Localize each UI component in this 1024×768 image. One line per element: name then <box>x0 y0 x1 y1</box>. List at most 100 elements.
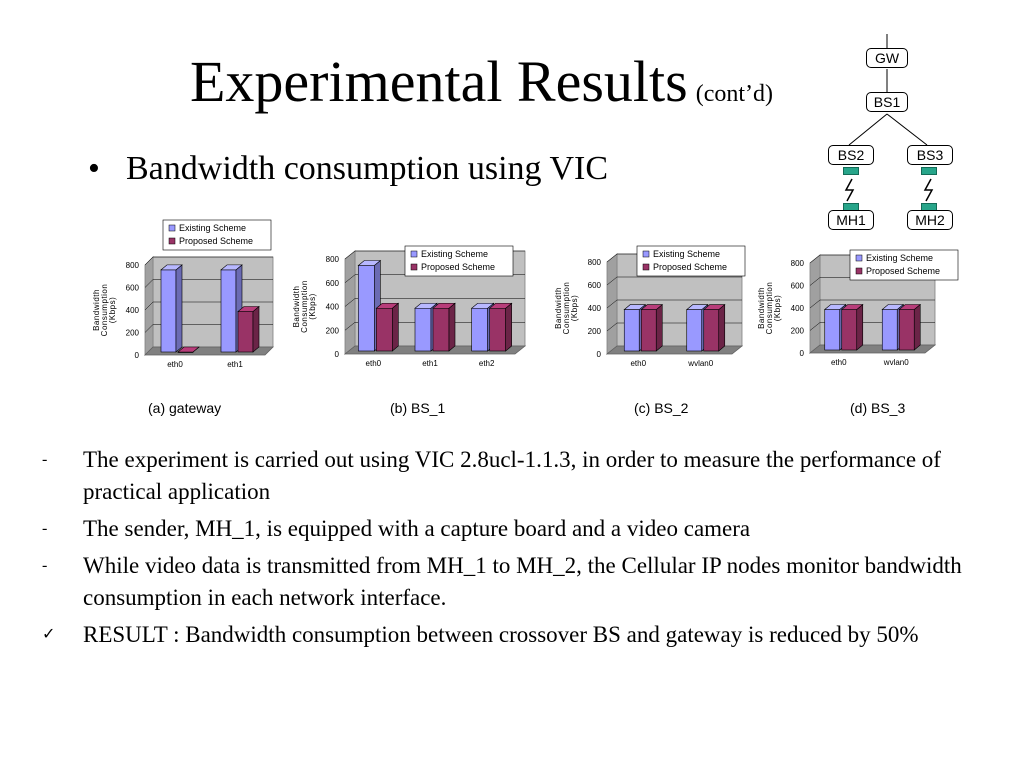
y-tick-label: 800 <box>126 261 140 270</box>
y-tick-label: 600 <box>126 284 140 293</box>
caption-gateway: (a) gateway <box>148 400 222 416</box>
y-tick-label: 0 <box>597 350 602 359</box>
y-tick-label: 400 <box>791 304 805 313</box>
node-mh1: MH1 <box>828 210 874 230</box>
list-item: - While video data is transmitted from M… <box>40 550 1000 614</box>
dash-icon: - <box>42 520 48 537</box>
bs3-antenna-icon <box>921 167 937 175</box>
charts-area: 800 600 400 200 0 BandwidthConsumption(Kbps) e… <box>0 210 1024 425</box>
bar-existing <box>220 264 243 353</box>
list-item-text: The sender, MH_1, is equipped with a cap… <box>83 516 751 541</box>
x-tick-label: eth0 <box>831 358 847 367</box>
legend-label: Proposed Scheme <box>421 262 495 272</box>
legend-swatch <box>855 254 863 262</box>
bar-existing <box>160 264 183 353</box>
bullet-dot-icon: • <box>88 150 100 187</box>
chart-gateway: 800 600 400 200 0 BandwidthConsumption(Kbps) e… <box>92 219 274 369</box>
list-item: ✓ RESULT : Bandwidth consumption between… <box>40 619 1000 651</box>
main-bullet-text: Bandwidth consumption using VIC <box>126 150 608 187</box>
legend-label: Proposed Scheme <box>653 262 727 272</box>
bar-proposed <box>640 303 664 352</box>
gridline <box>606 299 742 309</box>
y-tick-label: 0 <box>135 351 140 360</box>
legend-swatch <box>410 250 418 258</box>
legend-label: Existing Scheme <box>653 249 720 259</box>
chart-bs3: 800 600 400 200 0 BandwidthConsumption(Kbps) e… <box>757 249 959 367</box>
legend-swatch <box>168 237 176 245</box>
y-tick-label: 400 <box>588 304 602 313</box>
y-tick-label: 600 <box>326 279 340 288</box>
wireless-link-2-icon <box>923 178 934 202</box>
y-tick-label: 0 <box>335 350 340 359</box>
main-bullet: • Bandwidth consumption using VIC <box>88 150 608 188</box>
legend-swatch <box>410 263 418 271</box>
chart-legend: Existing Scheme Proposed Scheme <box>162 219 272 251</box>
gridline <box>809 299 935 309</box>
bar-proposed <box>702 303 726 352</box>
y-tick-label: 800 <box>791 259 805 268</box>
list-item: - The sender, MH_1, is equipped with a c… <box>40 513 1000 545</box>
title-suffix: (cont’d) <box>695 81 774 107</box>
bar-proposed <box>488 302 513 352</box>
legend-label: Existing Scheme <box>179 223 246 233</box>
y-axis-label: BandwidthConsumption(Kbps) <box>292 280 317 333</box>
bar-proposed <box>375 302 400 352</box>
y-tick-label: 800 <box>588 258 602 267</box>
node-gw: GW <box>866 48 908 68</box>
list-item: - The experiment is carried out using VI… <box>40 444 1000 508</box>
topology-diagram: GW BS1 BS2 BS3 MH1 MH2 <box>820 34 960 234</box>
y-axis-label: BandwidthConsumption(Kbps) <box>92 284 117 337</box>
x-tick-label: eth0 <box>366 359 382 368</box>
chart-legend: Existing Scheme Proposed Scheme <box>636 245 746 277</box>
x-tick-label: eth0 <box>167 360 183 369</box>
list-item-text: RESULT : Bandwidth consumption between c… <box>83 622 919 647</box>
y-tick-label: 200 <box>791 327 805 336</box>
y-axis-label: BandwidthConsumption(Kbps) <box>757 282 782 335</box>
bar-proposed <box>237 305 260 353</box>
bar-proposed <box>840 303 864 351</box>
x-tick-label: eth2 <box>479 359 495 368</box>
x-tick-label: eth0 <box>630 359 646 368</box>
y-axis-label: BandwidthConsumption(Kbps) <box>554 282 579 335</box>
chart-legend: Existing Scheme Proposed Scheme <box>404 245 514 277</box>
y-tick-label: 0 <box>800 349 805 358</box>
dash-icon: - <box>42 451 48 468</box>
y-tick-label: 600 <box>791 282 805 291</box>
node-mh2: MH2 <box>907 210 953 230</box>
y-tick-label: 800 <box>326 255 340 264</box>
y-tick-label: 200 <box>126 329 140 338</box>
caption-bs1: (b) BS_1 <box>390 400 446 416</box>
y-tick-label: 400 <box>326 303 340 312</box>
topology-links <box>844 34 934 202</box>
legend-swatch <box>855 267 863 275</box>
y-tick-label: 400 <box>126 306 140 315</box>
gridline <box>606 276 742 286</box>
dash-icon: - <box>42 557 48 574</box>
legend-label: Proposed Scheme <box>866 266 940 276</box>
list-item-text: While video data is transmitted from MH_… <box>83 553 962 610</box>
bar-proposed <box>898 303 922 351</box>
legend-swatch <box>642 250 650 258</box>
node-bs3: BS3 <box>907 145 953 165</box>
y-tick-label: 600 <box>588 281 602 290</box>
bs2-antenna-icon <box>843 167 859 175</box>
legend-label: Existing Scheme <box>866 253 933 263</box>
x-tick-label: eth1 <box>227 360 243 369</box>
y-tick-label: 200 <box>588 327 602 336</box>
caption-bs2: (c) BS_2 <box>634 400 689 416</box>
legend-label: Proposed Scheme <box>179 236 253 246</box>
legend-label: Existing Scheme <box>421 249 488 259</box>
chart-bs2: 800 600 400 200 0 BandwidthConsumption(Kbps) e… <box>554 245 746 368</box>
caption-bs3: (d) BS_3 <box>850 400 906 416</box>
wireless-link-1-icon <box>844 178 855 202</box>
gridline <box>344 298 525 307</box>
node-bs2: BS2 <box>828 145 874 165</box>
x-tick-label: wvlan0 <box>687 359 713 368</box>
bar-proposed <box>177 346 200 353</box>
legend-swatch <box>642 263 650 271</box>
node-bs1: BS1 <box>866 92 908 112</box>
page-title: Experimental Results (cont’d) <box>190 48 773 115</box>
legend-swatch <box>168 224 176 232</box>
checkmark-icon: ✓ <box>42 626 56 643</box>
